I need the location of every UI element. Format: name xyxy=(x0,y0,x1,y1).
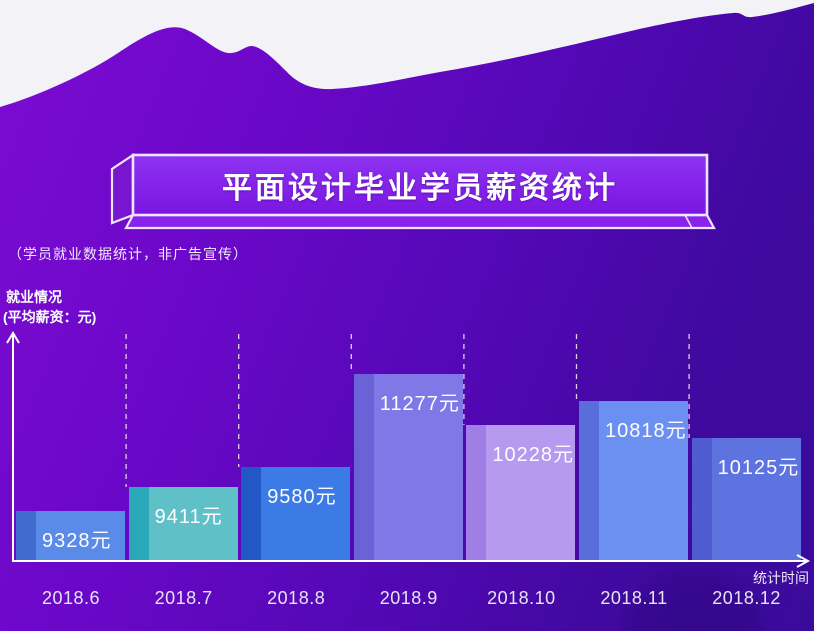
bar-value-label: 9580元 xyxy=(267,486,337,508)
bar-left-edge xyxy=(466,425,487,561)
x-tick-2018.9: 2018.9 xyxy=(379,588,438,608)
x-tick-2018.8: 2018.8 xyxy=(267,588,326,608)
bar-value-label: 11277元 xyxy=(379,393,460,415)
page-title: 平面设计毕业学员薪资统计 xyxy=(222,172,618,205)
bar-value-label: 10228元 xyxy=(492,444,575,466)
chart-bar-2018.8: 9580元 xyxy=(241,467,351,561)
x-tick-2018.7: 2018.7 xyxy=(154,588,213,608)
bar-value-label: 9328元 xyxy=(42,530,112,552)
chart-bar-2018.10: 10228元 xyxy=(466,425,576,561)
bar-left-edge xyxy=(353,374,374,561)
chart-bar-2018.11: 10818元 xyxy=(579,401,688,561)
chart-bar-2018.9: 11277元 xyxy=(353,374,463,561)
x-tick-2018.10: 2018.10 xyxy=(487,588,556,608)
bar-left-edge xyxy=(241,467,262,561)
background-wave xyxy=(0,0,814,107)
bar-left-edge xyxy=(16,511,36,561)
x-tick-2018.6: 2018.6 xyxy=(41,588,101,608)
x-axis-label: 统计时间 xyxy=(753,570,809,586)
subtitle-note: （学员就业数据统计，非广告宣传） xyxy=(8,246,248,262)
y-axis-label-line2: (平均薪资：元) xyxy=(3,309,97,325)
chart-bar-2018.12: 10125元 xyxy=(691,438,801,561)
x-tick-2018.11: 2018.11 xyxy=(600,588,668,608)
bar-value-label: 10125元 xyxy=(717,457,800,479)
y-axis-label-line1: 就业情况 xyxy=(6,289,62,305)
bar-left-edge xyxy=(579,401,599,561)
bar-value-label: 9411元 xyxy=(154,506,223,528)
bar-value-label: 10818元 xyxy=(605,420,687,442)
bar-left-edge xyxy=(691,438,712,561)
bar-left-edge xyxy=(128,487,149,561)
x-tick-2018.12: 2018.12 xyxy=(712,588,781,608)
title-banner-box xyxy=(110,152,716,230)
chart-bar-2018.6: 9328元 xyxy=(16,511,125,561)
chart-bar-2018.7: 9411元 xyxy=(128,487,238,561)
